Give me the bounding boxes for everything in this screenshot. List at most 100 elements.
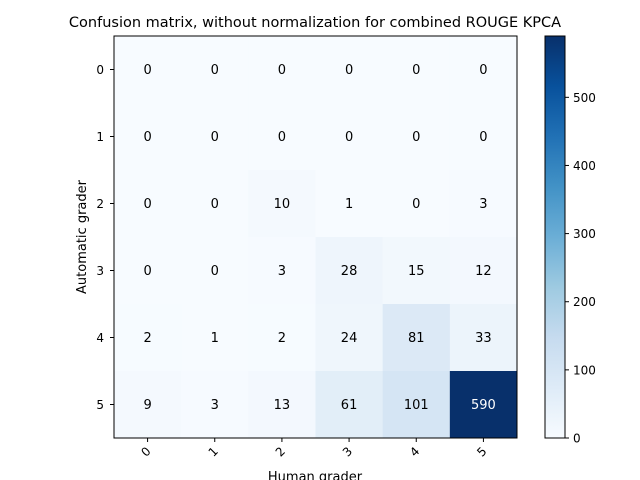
- x-tick-label: 2: [273, 444, 288, 459]
- heatmap-cell: [315, 36, 384, 104]
- cell-value-label: 0: [412, 63, 420, 78]
- heatmap-cell: [449, 237, 518, 305]
- x-tick-label: 1: [206, 444, 221, 459]
- cell-value-label: 0: [211, 264, 219, 279]
- heatmap-cell: [248, 170, 316, 238]
- heatmap-cell: [382, 371, 451, 439]
- cell-value-label: 2: [278, 331, 286, 346]
- heatmap-cell: [248, 36, 316, 104]
- heatmap-cell: [382, 36, 451, 104]
- cell-value-label: 1: [211, 331, 219, 346]
- heatmap-cell: [382, 237, 451, 305]
- cell-value-label: 10: [274, 197, 291, 212]
- heatmap-cell: [449, 304, 518, 372]
- cell-value-label: 0: [211, 63, 219, 78]
- cell-value-label: 28: [341, 264, 358, 279]
- cell-value-label: 33: [475, 331, 492, 346]
- heatmap-cell: [114, 170, 182, 238]
- x-tick-label: 4: [407, 444, 422, 459]
- y-tick-label: 5: [96, 398, 104, 412]
- colorbar-tick-label: 300: [573, 227, 596, 241]
- cell-value-label: 0: [211, 197, 219, 212]
- heatmap-cell: [315, 103, 384, 171]
- y-tick-label: 0: [96, 63, 104, 77]
- cell-value-label: 0: [143, 197, 151, 212]
- cell-value-label: 0: [345, 63, 353, 78]
- x-tick-label: 5: [474, 444, 489, 459]
- cell-value-label: 61: [341, 398, 358, 413]
- heatmap-cell: [248, 103, 316, 171]
- cell-value-label: 0: [143, 264, 151, 279]
- cell-value-label: 0: [345, 130, 353, 145]
- cell-value-label: 1: [345, 197, 353, 212]
- heatmap-cells: [114, 36, 518, 439]
- colorbar-tick-label: 0: [573, 432, 581, 446]
- heatmap-cell: [382, 170, 451, 238]
- heatmap-cell: [181, 103, 249, 171]
- colorbar-tick-label: 200: [573, 295, 596, 309]
- heatmap-cell: [449, 103, 518, 171]
- cell-value-label: 3: [211, 398, 219, 413]
- cell-value-label: 590: [471, 398, 496, 413]
- heatmap-cell: [114, 103, 182, 171]
- x-tick-label: 3: [340, 444, 355, 459]
- cell-value-label: 0: [278, 63, 286, 78]
- heatmap-cell: [181, 237, 249, 305]
- heatmap-cell: [449, 170, 518, 238]
- chart-title: Confusion matrix, without normalization …: [69, 15, 561, 31]
- cell-value-label: 13: [274, 398, 291, 413]
- cell-value-label: 3: [479, 197, 487, 212]
- cell-value-label: 0: [278, 130, 286, 145]
- heatmap-cell: [315, 237, 384, 305]
- y-tick-label: 2: [96, 197, 104, 211]
- heatmap-cell: [382, 304, 451, 372]
- colorbar: [544, 35, 566, 439]
- heatmap-cell: [248, 237, 316, 305]
- x-axis-ticks: 0 1 2 3 4 5: [138, 438, 490, 460]
- heatmap-cell: [114, 237, 182, 305]
- y-axis-label: Automatic grader: [75, 179, 90, 294]
- cell-value-label: 3: [278, 264, 286, 279]
- cell-value-label: 0: [211, 130, 219, 145]
- heatmap-cell: [315, 371, 384, 439]
- cell-value-label: 24: [341, 331, 358, 346]
- heatmap-cell: [181, 170, 249, 238]
- cell-value-label: 0: [143, 63, 151, 78]
- heatmap-cell: [181, 371, 249, 439]
- heatmap-cell: [315, 304, 384, 372]
- y-tick-label: 1: [96, 130, 104, 144]
- heatmap-cell: [181, 36, 249, 104]
- heatmap-cell: [248, 371, 316, 439]
- y-tick-label: 3: [96, 264, 104, 278]
- cell-value-label: 101: [404, 398, 429, 413]
- colorbar-tick-label: 100: [573, 363, 596, 377]
- cell-value-label: 9: [143, 398, 151, 413]
- heatmap-cell-labels: 0 0 0 0 0 00 0 0 0 0 00 0 10 1 0 30 0 3 28 15 122 1 2 24 81 339 3 1…: [143, 63, 495, 413]
- x-axis-label: Human grader: [268, 470, 363, 480]
- cell-value-label: 0: [479, 63, 487, 78]
- cell-value-label: 0: [412, 197, 420, 212]
- plot-frame: [113, 35, 518, 439]
- heatmap-cell: [114, 36, 182, 104]
- x-tick-label: 0: [138, 444, 153, 459]
- cell-value-label: 2: [143, 331, 151, 346]
- cell-value-label: 15: [408, 264, 425, 279]
- cell-value-label: 0: [412, 130, 420, 145]
- heatmap-cell: [114, 371, 182, 439]
- heatmap-cell: [382, 103, 451, 171]
- heatmap-cell: [181, 304, 249, 372]
- colorbar-ticks: 0 100 200 300 400 500: [565, 91, 596, 446]
- heatmap-cell: [315, 170, 384, 238]
- cell-value-label: 81: [408, 331, 425, 346]
- y-tick-label: 4: [96, 331, 104, 345]
- y-axis-ticks: 0 1 2 3 4 5: [96, 63, 114, 412]
- cell-value-label: 0: [479, 130, 487, 145]
- cell-value-label: 0: [143, 130, 151, 145]
- heatmap-cell: [114, 304, 182, 372]
- colorbar-tick-label: 500: [573, 91, 596, 105]
- heatmap-cell: [449, 371, 518, 439]
- heatmap-cell: [449, 36, 518, 104]
- cell-value-label: 12: [475, 264, 492, 279]
- heatmap-cell: [248, 304, 316, 372]
